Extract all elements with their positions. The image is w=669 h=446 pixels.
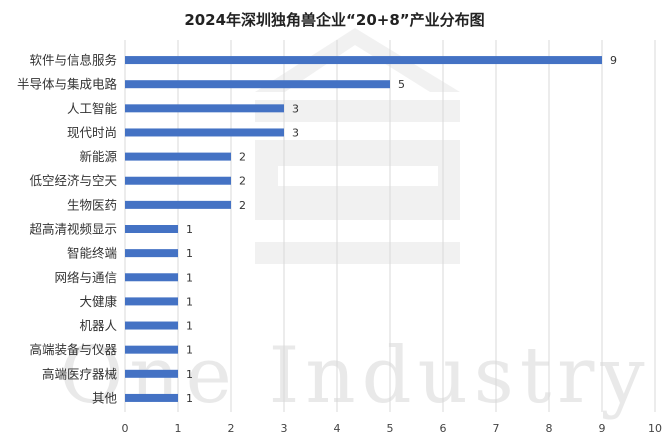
data-label: 9 (610, 54, 617, 67)
category-label: 智能终端 (67, 246, 117, 261)
category-label: 高端医疗器械 (42, 366, 118, 381)
data-label: 1 (186, 344, 193, 357)
x-tick-label: 6 (440, 422, 447, 435)
bar (125, 297, 178, 306)
data-label: 1 (186, 271, 193, 284)
category-label: 人工智能 (67, 101, 118, 116)
data-label: 1 (186, 295, 193, 308)
watermark-logo (255, 28, 460, 264)
data-label: 1 (186, 392, 193, 405)
category-label: 半导体与集成电路 (17, 77, 118, 92)
data-label: 5 (398, 78, 405, 91)
x-tick-label: 2 (228, 422, 235, 435)
category-label: 高端装备与仪器 (29, 342, 117, 357)
x-tick-label: 8 (546, 422, 553, 435)
bar (125, 273, 178, 282)
bar (125, 104, 284, 113)
x-tick-label: 5 (387, 422, 394, 435)
x-tick-label: 1 (175, 422, 182, 435)
watermark-base (255, 242, 460, 264)
category-label: 超高清视频显示 (29, 222, 117, 237)
bar (125, 152, 231, 161)
data-label: 1 (186, 320, 193, 333)
category-label: 低空经济与空天 (29, 173, 117, 188)
chart-title: 2024年深圳独角兽企业“20+8”产业分布图 (184, 11, 485, 29)
data-label: 3 (292, 126, 299, 139)
watermark-band (255, 100, 460, 122)
data-label: 2 (239, 151, 246, 164)
x-tick-label: 10 (648, 422, 662, 435)
data-label: 2 (239, 175, 246, 188)
bar (125, 80, 390, 89)
data-label: 1 (186, 247, 193, 260)
watermark-window (278, 166, 438, 186)
x-tick-label: 3 (281, 422, 288, 435)
watermark-roof (255, 28, 460, 92)
data-label: 3 (292, 102, 299, 115)
category-label: 机器人 (79, 318, 117, 333)
data-label: 2 (239, 199, 246, 212)
bar (125, 249, 178, 258)
category-label: 新能源 (79, 149, 117, 164)
bar (125, 200, 231, 209)
category-label: 生物医药 (67, 197, 117, 212)
category-label: 网络与通信 (54, 270, 117, 285)
bar (125, 56, 602, 65)
category-label: 现代时尚 (67, 125, 117, 140)
bar (125, 225, 178, 233)
category-label: 其他 (92, 390, 118, 405)
bar (125, 393, 178, 402)
category-label: 软件与信息服务 (29, 53, 117, 68)
x-tick-label: 0 (122, 422, 129, 435)
bar (125, 345, 178, 354)
x-tick-label: 4 (334, 422, 341, 435)
data-label: 1 (186, 368, 193, 381)
x-tick-label: 7 (493, 422, 500, 435)
category-label: 大健康 (79, 294, 117, 309)
x-tick-label: 9 (599, 422, 606, 435)
bar (125, 321, 178, 330)
data-label: 1 (186, 223, 193, 236)
bar (125, 176, 231, 185)
bar (125, 128, 284, 137)
bar (125, 369, 178, 378)
